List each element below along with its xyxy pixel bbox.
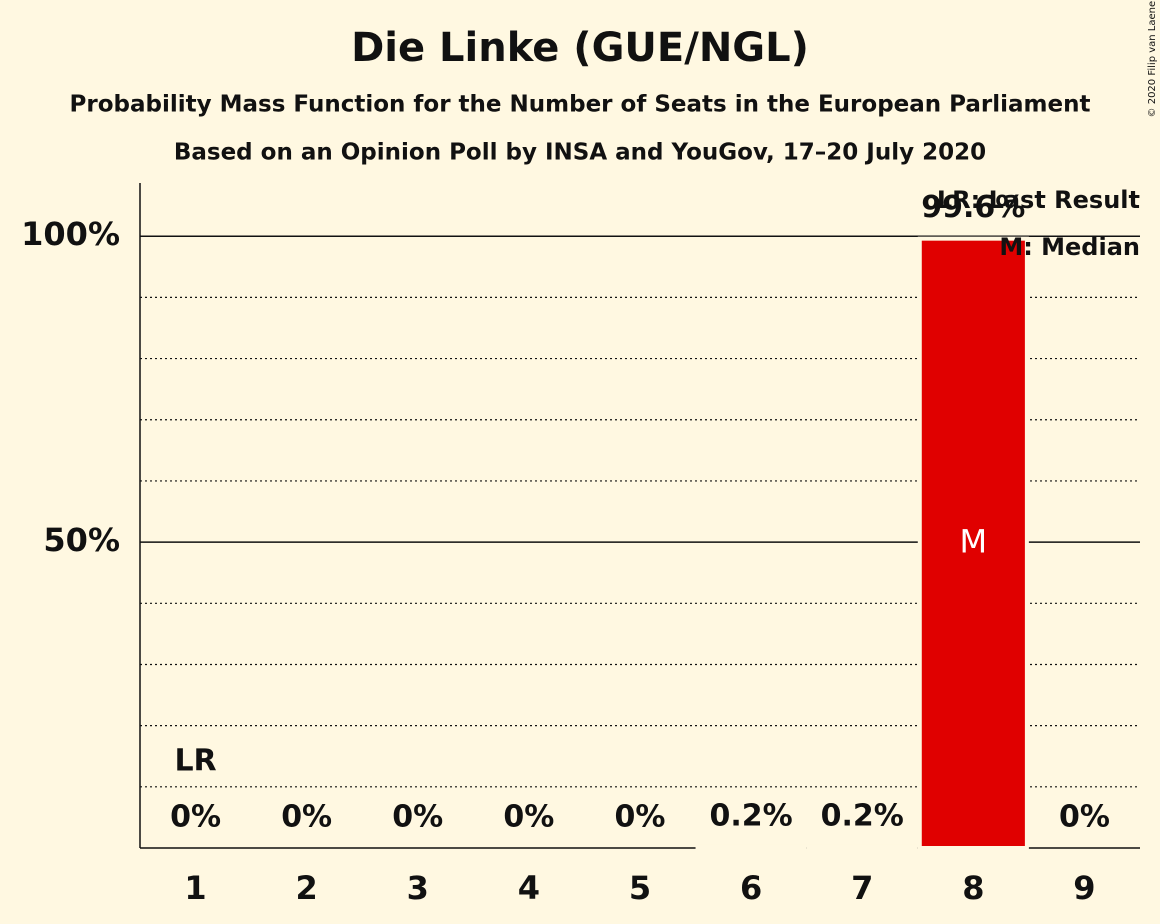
y-tick-label: 100% (21, 215, 120, 253)
median-marker: M (960, 522, 988, 560)
x-tick-label: 9 (1073, 869, 1095, 907)
chart-subtitle: Probability Mass Function for the Number… (70, 92, 1091, 118)
value-label: 0% (503, 800, 554, 835)
x-tick-label: 3 (407, 869, 429, 907)
value-label: 99.6% (921, 190, 1025, 225)
x-tick-label: 6 (740, 869, 762, 907)
value-label: 0% (170, 800, 221, 835)
value-label: 0% (392, 800, 443, 835)
legend-entry: M: Median (999, 233, 1140, 261)
x-tick-label: 2 (296, 869, 318, 907)
y-tick-label: 50% (43, 521, 120, 559)
chart-title: Die Linke (GUE/NGL) (351, 25, 809, 71)
legend-entry: LR: Last Result (937, 186, 1140, 214)
x-tick-label: 7 (851, 869, 873, 907)
bar (806, 844, 918, 850)
x-tick-label: 4 (518, 869, 540, 907)
copyright: © 2020 Filip van Laenen (1147, 0, 1158, 117)
value-label: 0.2% (710, 798, 793, 833)
value-label: 0% (615, 800, 666, 835)
value-label: 0% (281, 800, 332, 835)
x-tick-label: 5 (629, 869, 651, 907)
bar (695, 844, 807, 850)
bar (917, 236, 1029, 850)
value-label: 0.2% (821, 798, 904, 833)
x-tick-label: 1 (184, 869, 206, 907)
value-label: 0% (1059, 800, 1110, 835)
chart-subtitle: Based on an Opinion Poll by INSA and You… (174, 140, 986, 166)
x-tick-label: 8 (962, 869, 984, 907)
last-result-marker: LR (174, 744, 216, 779)
